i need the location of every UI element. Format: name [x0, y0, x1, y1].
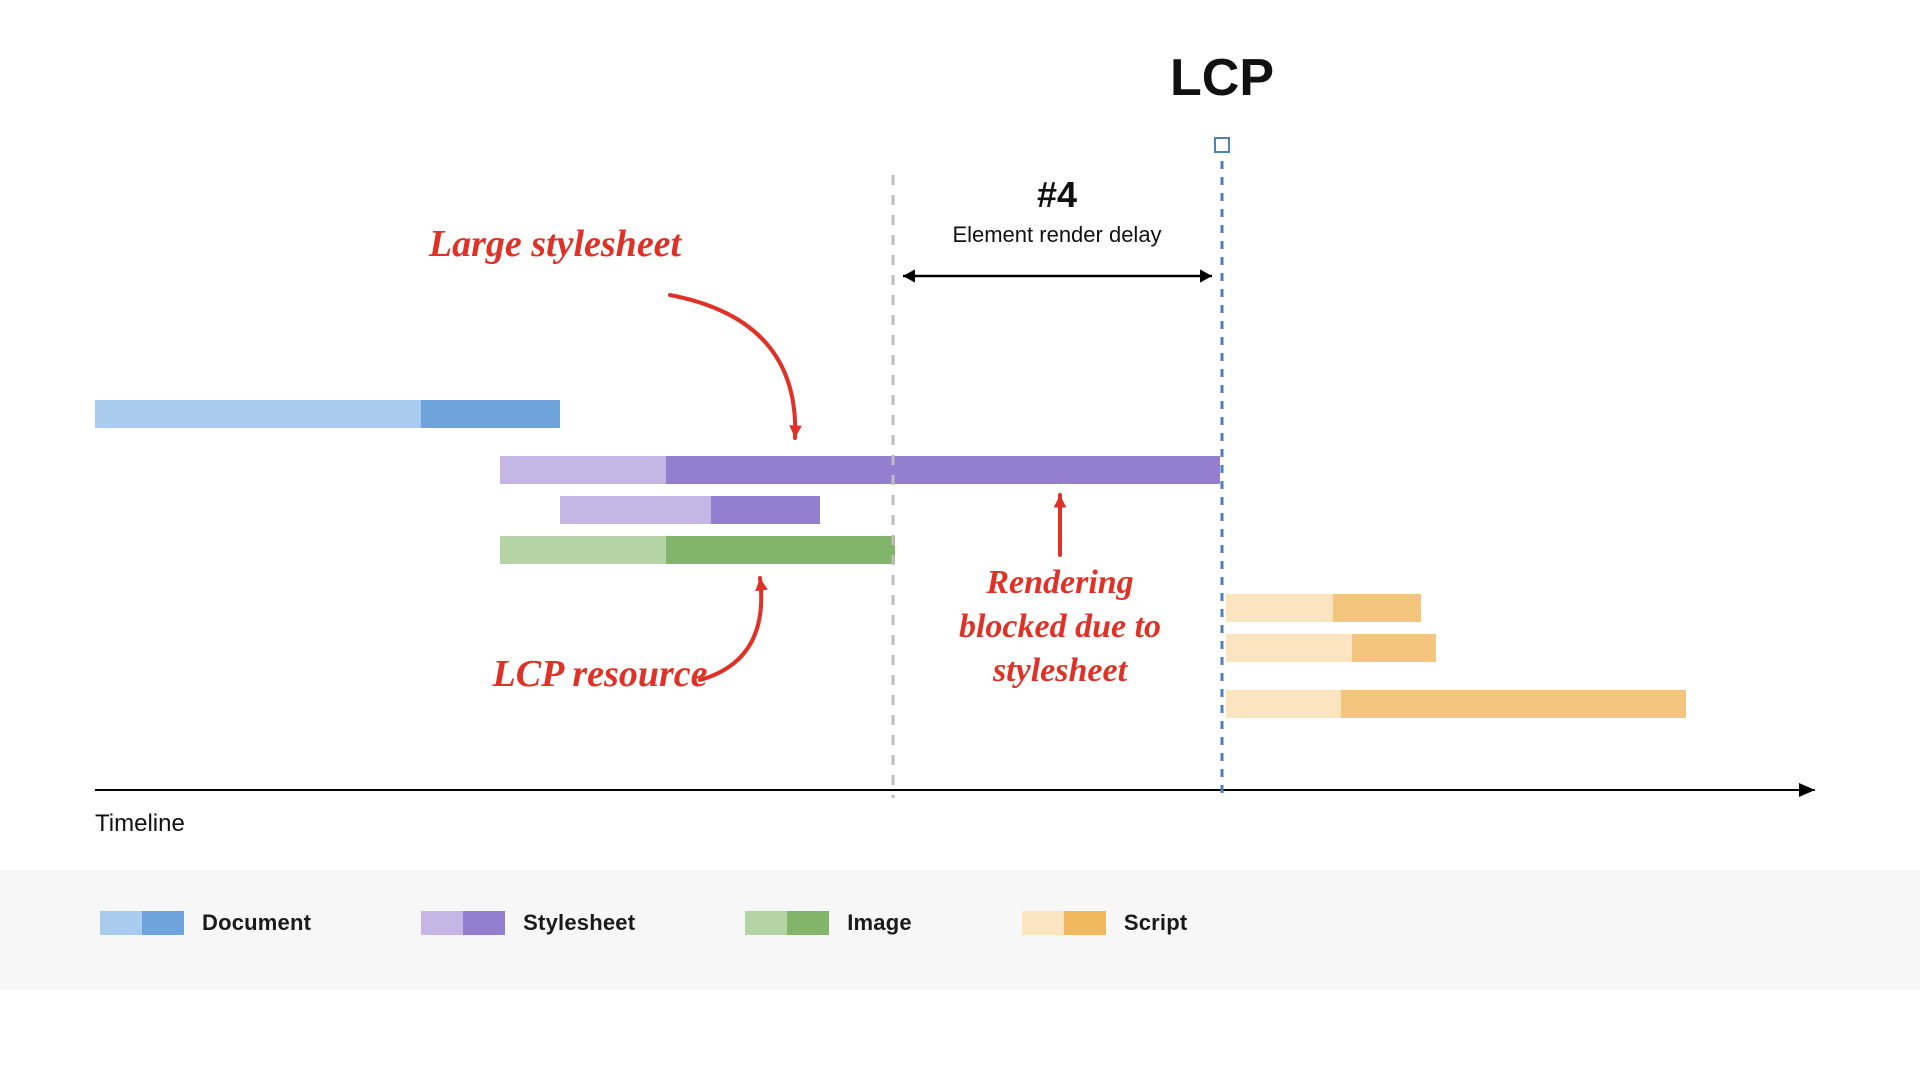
bar-document: [95, 400, 560, 428]
legend-label: Image: [847, 910, 912, 936]
legend-swatch-icon: [100, 911, 184, 935]
range4-title: #4: [907, 174, 1207, 216]
legend-label: Script: [1124, 910, 1188, 936]
legend-item: Script: [1022, 910, 1188, 936]
bar-stylesheet-small: [560, 496, 820, 524]
bar-stylesheet-large: [500, 456, 1220, 484]
legend-swatch-icon: [421, 911, 505, 935]
annotation-lcp-resource: LCP resource: [380, 652, 820, 696]
annotation-large-stylesheet: Large stylesheet: [335, 222, 775, 266]
bar-script-3: [1226, 690, 1686, 718]
legend-item: Document: [100, 910, 311, 936]
timeline-axis-label: Timeline: [95, 810, 185, 838]
legend-item: Stylesheet: [421, 910, 635, 936]
diagram-stage: LCP #4 Element render delay Large styles…: [0, 0, 1920, 1080]
bar-image: [500, 536, 895, 564]
annotation-rendering-blocked: Renderingblocked due tostylesheet: [860, 561, 1260, 693]
legend-label: Stylesheet: [523, 910, 635, 936]
lcp-title: LCP: [1102, 48, 1342, 108]
range4-subtitle: Element render delay: [877, 222, 1237, 248]
legend-item: Image: [745, 910, 912, 936]
legend: Document Stylesheet Image Script: [0, 870, 1920, 990]
legend-swatch-icon: [1022, 911, 1106, 935]
legend-label: Document: [202, 910, 311, 936]
legend-swatch-icon: [745, 911, 829, 935]
